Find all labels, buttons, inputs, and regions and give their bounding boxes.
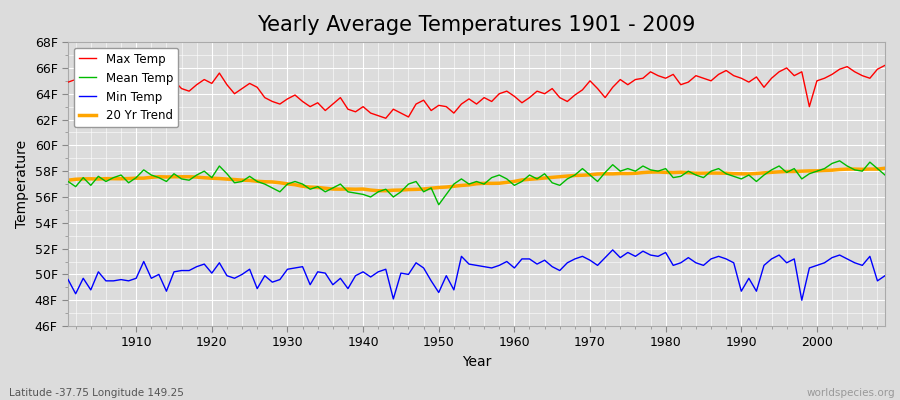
Max Temp xyxy=(63,80,74,84)
20 Yr Trend xyxy=(608,172,618,176)
Max Temp xyxy=(290,93,301,98)
Mean Temp xyxy=(63,179,74,184)
20 Yr Trend xyxy=(509,179,520,184)
Max Temp xyxy=(608,85,618,90)
Max Temp xyxy=(879,63,890,68)
Line: Min Temp: Min Temp xyxy=(68,250,885,300)
X-axis label: Year: Year xyxy=(462,355,491,369)
Max Temp xyxy=(517,100,527,105)
Min Temp xyxy=(599,255,610,260)
20 Yr Trend xyxy=(879,166,890,171)
Max Temp xyxy=(509,94,520,99)
Max Temp xyxy=(381,116,392,121)
Legend: Max Temp, Mean Temp, Min Temp, 20 Yr Trend: Max Temp, Mean Temp, Min Temp, 20 Yr Tre… xyxy=(74,48,178,127)
Max Temp xyxy=(123,78,134,83)
Mean Temp xyxy=(335,182,346,186)
Mean Temp xyxy=(517,179,527,184)
20 Yr Trend xyxy=(517,178,527,182)
20 Yr Trend xyxy=(373,188,383,193)
Min Temp xyxy=(335,276,346,281)
Min Temp xyxy=(501,259,512,264)
Mean Temp xyxy=(834,158,845,163)
20 Yr Trend xyxy=(63,178,74,182)
Min Temp xyxy=(509,266,520,270)
Text: worldspecies.org: worldspecies.org xyxy=(807,388,896,398)
Mean Temp xyxy=(123,180,134,185)
Min Temp xyxy=(608,248,618,252)
Mean Temp xyxy=(608,162,618,167)
Min Temp xyxy=(796,298,807,303)
Text: Latitude -37.75 Longitude 149.25: Latitude -37.75 Longitude 149.25 xyxy=(9,388,184,398)
Min Temp xyxy=(879,273,890,278)
Max Temp xyxy=(335,95,346,100)
Mean Temp xyxy=(433,202,444,207)
20 Yr Trend xyxy=(335,187,346,192)
Mean Temp xyxy=(290,179,301,184)
Line: Mean Temp: Mean Temp xyxy=(68,161,885,205)
20 Yr Trend xyxy=(123,176,134,181)
Y-axis label: Temperature: Temperature xyxy=(15,140,29,228)
Line: Max Temp: Max Temp xyxy=(68,65,885,118)
Title: Yearly Average Temperatures 1901 - 2009: Yearly Average Temperatures 1901 - 2009 xyxy=(257,15,696,35)
Min Temp xyxy=(290,266,301,270)
Min Temp xyxy=(63,277,74,282)
Min Temp xyxy=(123,278,134,283)
20 Yr Trend xyxy=(290,182,301,187)
Line: 20 Yr Trend: 20 Yr Trend xyxy=(68,168,885,191)
Mean Temp xyxy=(509,183,520,188)
Mean Temp xyxy=(879,173,890,178)
